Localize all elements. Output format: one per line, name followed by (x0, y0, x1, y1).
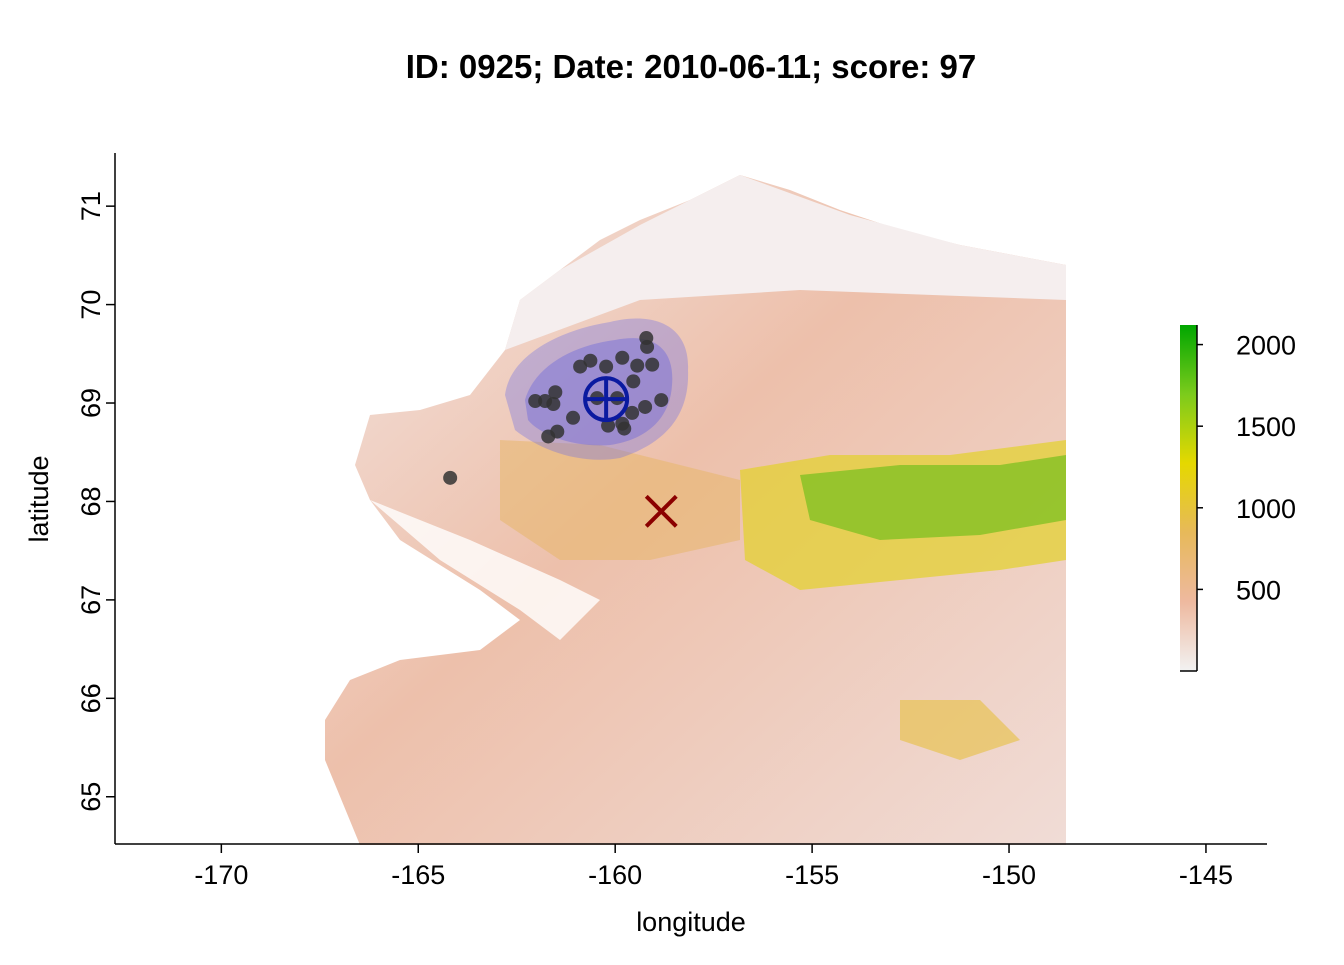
colorbar (1180, 325, 1197, 671)
x-axis-label: longitude (636, 907, 746, 937)
y-tick-label: 69 (76, 388, 106, 418)
marker-b (644, 494, 678, 528)
x-tick-label: -155 (785, 860, 839, 890)
point (639, 331, 654, 346)
point (654, 393, 669, 408)
point (583, 353, 598, 368)
plot: -170 -165 -160 -155 -150 -145 65 66 67 68 69 70 71 50… (76, 153, 1296, 890)
point (573, 359, 588, 374)
point (546, 397, 561, 412)
point (528, 394, 543, 409)
colorbar-tick-label: 2000 (1236, 331, 1296, 361)
y-tick-label: 65 (76, 782, 106, 812)
point (626, 374, 641, 389)
colorbar-tick-label: 1500 (1236, 412, 1296, 442)
point (638, 399, 653, 414)
south-hills (900, 700, 1020, 760)
x-tick-label: -145 (1179, 860, 1233, 890)
hills (500, 440, 740, 560)
point (443, 470, 458, 485)
point (601, 418, 616, 433)
point (615, 416, 630, 431)
y-tick-label: 71 (76, 191, 106, 221)
x-tick-label: -150 (982, 860, 1036, 890)
x-tick-label: -165 (391, 860, 445, 890)
y-tick-label: 66 (76, 683, 106, 713)
x-tick-label: -160 (588, 860, 642, 890)
density-outer (505, 318, 689, 460)
point (566, 410, 581, 425)
y-tick-label: 70 (76, 290, 106, 320)
point (630, 358, 645, 373)
point (550, 424, 565, 439)
chart-title: ID: 0925; Date: 2010-06-11; score: 97 (406, 48, 976, 85)
point (645, 357, 660, 372)
y-tick-label: 68 (76, 486, 106, 516)
x-tick-label: -170 (194, 860, 248, 890)
terrain (325, 175, 1066, 845)
colorbar-tick-label: 500 (1236, 575, 1281, 605)
peaks (800, 455, 1066, 540)
marker-x (644, 494, 678, 528)
colorbar-tick-label: 1000 (1236, 494, 1296, 524)
sound (370, 500, 600, 640)
point (615, 350, 630, 365)
y-tick-label: 67 (76, 585, 106, 615)
point (599, 359, 614, 374)
marker-circle-cross (583, 376, 630, 423)
y-axis-label: latitude (24, 455, 54, 542)
point (548, 385, 563, 400)
point (625, 405, 640, 420)
coastal-plain (505, 175, 1066, 350)
